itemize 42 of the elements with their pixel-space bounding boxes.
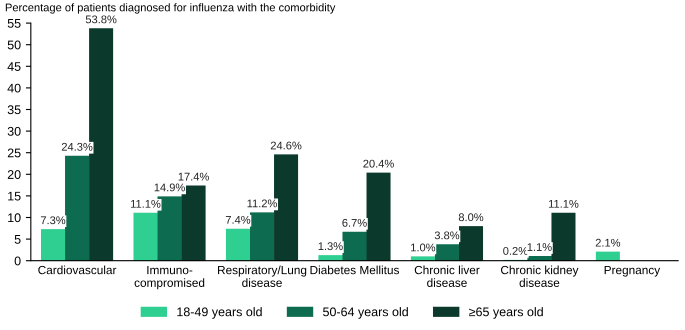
data-label: 14.9% [154,183,185,192]
data-label: 1.1% [528,243,552,251]
y-tick-label: 50 [8,40,21,50]
x-tick-label: Immuno- compromised [134,266,204,290]
legend-label: ≥65 years old [469,307,543,319]
data-label: 0.2% [503,246,528,255]
data-label: 11.1% [131,200,160,208]
data-label: 8.0% [458,213,484,222]
legend-label: 18-49 years old [177,307,262,319]
data-label: 7.3% [40,216,66,224]
data-label: 3.8% [434,231,460,240]
data-label: 11.2% [248,199,277,208]
y-tick-label: 15 [8,192,21,201]
data-label: 20.4% [363,160,394,168]
y-tick-label: 25 [8,148,21,158]
y-tick-label: 10 [8,213,21,222]
data-label: 2.1% [596,238,620,247]
y-tick-label: 30 [8,126,21,136]
data-label: 1.3% [318,242,343,250]
y-tick-label: 45 [7,62,21,71]
data-label: 1.0% [411,244,436,252]
x-tick-label: Respiratory/Lung disease [218,266,306,287]
y-tick-label: 35 [8,105,21,114]
data-label: 11.1% [548,200,578,208]
data-label: 24.3% [62,142,92,151]
y-tick-label: 0 [14,256,21,266]
y-tick-label: 40 [7,84,21,93]
x-tick-label: Cardiovascular [38,266,116,274]
y-tick-label: 55 [8,19,21,28]
data-label: 24.6% [270,142,302,150]
x-tick-label: Chronic liver disease [414,266,480,287]
data-label: 53.8% [86,15,116,24]
data-label: 6.7% [342,218,367,227]
y-tick-label: 5 [14,235,21,244]
y-axis-title: Percentage of patients diagnosed for influenza with the comorbidity [6,3,336,14]
x-tick-label: Pregnancy [604,266,660,277]
data-label: 17.4% [178,172,209,181]
x-tick-label: Diabetes Mellitus [310,266,400,274]
y-tick-label: 20 [8,170,21,179]
data-label: 7.4% [226,216,250,224]
legend-label: 50-64 years old [323,307,408,319]
x-tick-label: Chronic kidney disease [500,266,578,287]
